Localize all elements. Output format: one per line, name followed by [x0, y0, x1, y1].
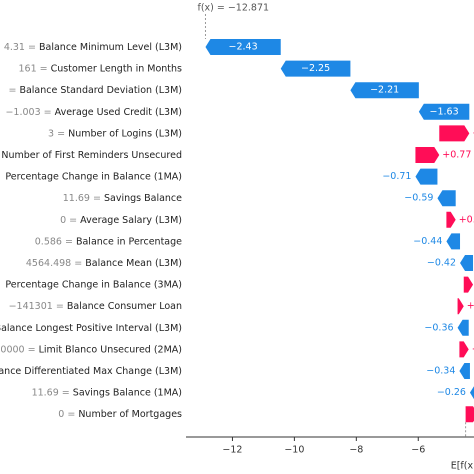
feature-name: Balance Mean (L3M)	[85, 258, 182, 269]
feature-value: =	[8, 85, 16, 96]
y-tick-label: 0.586 = Balance in Percentage	[35, 236, 182, 247]
y-tick-label: 4.31 = Balance Minimum Level (L3M)	[4, 42, 182, 53]
y-tick-label: Number of First Reminders Unsecured	[1, 150, 182, 161]
feature-name: Number of First Reminders Unsecured	[1, 150, 182, 161]
x-tick-label: −6	[411, 445, 425, 456]
feature-value: −1.003 =	[5, 106, 51, 117]
feature-name: Average Used Credit (L3M)	[55, 106, 182, 117]
y-tick-label: −1.003 = Average Used Credit (L3M)	[5, 106, 182, 117]
y-tick-label: Percentage Change in Balance (1MA)	[5, 171, 182, 182]
feature-name: Number of Mortgages	[78, 409, 182, 420]
y-tick-label: 0000 = Limit Blanco Unsecured (2MA)	[0, 344, 182, 355]
feature-name: Balance Minimum Level (L3M)	[39, 42, 182, 53]
y-tick-label: 0 = Average Salary (L3M)	[60, 214, 182, 225]
y-tick-label: 11.69 = Savings Balance	[63, 193, 182, 204]
feature-value: 11.69 =	[63, 193, 101, 204]
y-tick-label: 4564.498 = Balance Mean (L3M)	[26, 258, 182, 269]
feature-value: 0 =	[60, 214, 77, 225]
feature-name: Savings Balance	[104, 193, 182, 204]
value-label: −2.25	[301, 63, 330, 74]
bar	[457, 298, 464, 315]
feature-value: 0.586 =	[35, 236, 73, 247]
bar	[459, 363, 470, 379]
x-tick-label: −12	[222, 445, 242, 456]
value-label: +0.2	[467, 301, 474, 312]
value-label: +0.77	[442, 150, 471, 161]
base-label: E[f(x)]	[451, 461, 474, 472]
value-label: −0.42	[427, 258, 456, 269]
feature-name: Balance Differentiated Max Change (L3M)	[0, 366, 182, 377]
feature-value: 3 =	[48, 128, 65, 139]
bar	[446, 233, 461, 250]
feature-value: 11.69 =	[32, 387, 70, 398]
bar	[457, 319, 469, 336]
bar	[465, 406, 474, 423]
y-tick-label: 0 = Number of Mortgages	[58, 409, 182, 420]
bar	[463, 276, 474, 293]
feature-name: Number of Logins (L3M)	[68, 128, 182, 139]
bar	[446, 211, 456, 228]
feature-name: Percentage Change in Balance (1MA)	[5, 171, 182, 182]
feature-name: Customer Length in Months	[51, 63, 182, 74]
value-label: +0.97	[472, 128, 474, 139]
value-label: −0.59	[404, 193, 433, 204]
feature-name: Savings Balance (1MA)	[73, 387, 182, 398]
bar	[460, 255, 474, 271]
bar	[418, 103, 470, 120]
x-tick-label: −8	[349, 445, 363, 456]
y-tick-label: Percentage Change in Balance (3MA)	[5, 279, 182, 290]
value-label: −2.43	[229, 42, 258, 53]
feature-value: −141301 =	[9, 301, 64, 312]
bar	[459, 341, 469, 358]
bar	[350, 82, 419, 99]
bar	[437, 190, 456, 207]
feature-name: Balance Longest Positive Interval (L3M)	[0, 322, 182, 333]
feature-value: 161 =	[18, 63, 47, 74]
y-tick-label: Balance Longest Positive Interval (L3M)	[0, 322, 182, 333]
bar	[280, 60, 351, 77]
feature-name: Average Salary (L3M)	[80, 214, 182, 225]
value-label: −0.26	[437, 387, 466, 398]
bar	[415, 147, 440, 163]
y-tick-label: 11.69 = Savings Balance (1MA)	[32, 387, 182, 398]
bar	[439, 125, 470, 142]
feature-value: 0000 =	[0, 344, 35, 355]
y-tick-label: = Balance Standard Deviation (L3M)	[8, 85, 182, 96]
bar	[415, 168, 438, 185]
feature-name: Percentage Change in Balance (3MA)	[5, 279, 182, 290]
value-label: −0.44	[413, 236, 442, 247]
value-label: −0.36	[424, 322, 453, 333]
value-label: +0.3	[472, 344, 474, 355]
y-tick-label: −141301 = Balance Consumer Loan	[9, 301, 182, 312]
feature-name: Balance in Percentage	[76, 236, 182, 247]
value-label: −2.21	[370, 85, 399, 96]
bar	[469, 386, 474, 400]
fx-label: f(x) = −12.871	[197, 3, 269, 14]
value-label: +0.3	[459, 214, 474, 225]
y-tick-label: 3 = Number of Logins (L3M)	[48, 128, 182, 139]
feature-value: 0 =	[58, 409, 75, 420]
feature-name: Balance Consumer Loan	[67, 301, 182, 312]
bar	[205, 39, 281, 55]
y-tick-label: 161 = Customer Length in Months	[18, 63, 182, 74]
feature-value: 4564.498 =	[26, 258, 82, 269]
value-label: −0.71	[382, 171, 411, 182]
x-tick-label: −10	[284, 445, 304, 456]
value-label: −0.34	[426, 366, 455, 377]
feature-value: 4.31 =	[4, 42, 36, 53]
feature-name: Limit Blanco Unsecured (2MA)	[39, 344, 182, 355]
value-label: −1.63	[430, 106, 459, 117]
y-tick-label: Balance Differentiated Max Change (L3M)	[0, 366, 182, 377]
feature-name: Balance Standard Deviation (L3M)	[19, 85, 182, 96]
